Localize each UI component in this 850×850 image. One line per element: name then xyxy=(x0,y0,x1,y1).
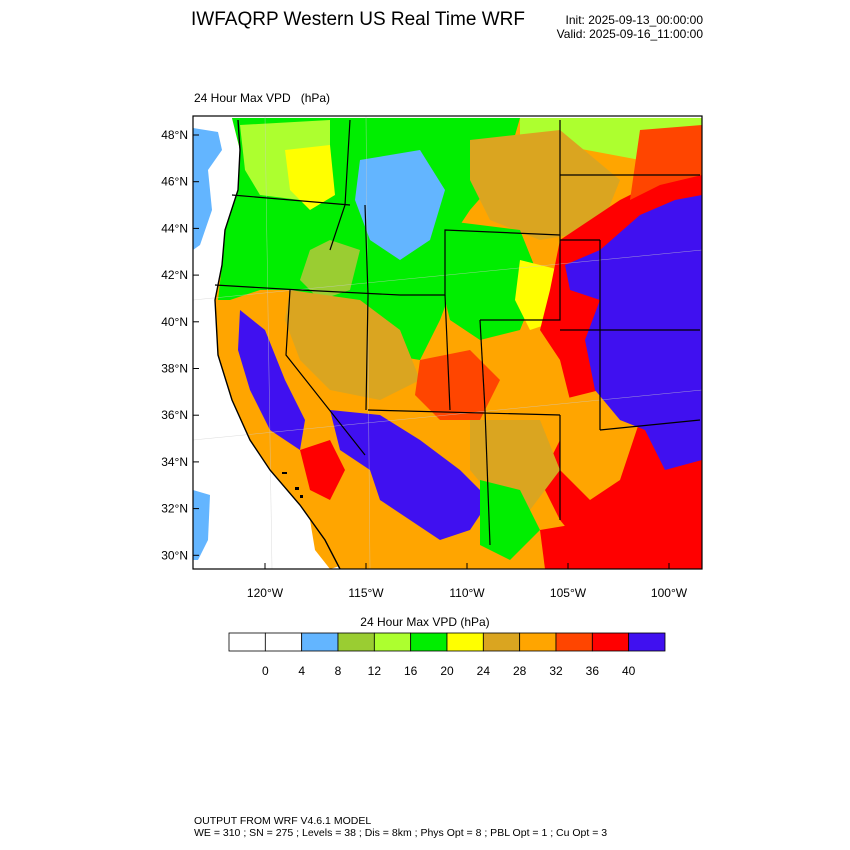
colorbar-swatch xyxy=(482,632,521,652)
field-name: 24 Hour Max VPD xyxy=(194,91,291,105)
purple-region xyxy=(238,310,305,450)
graticule xyxy=(193,116,702,569)
field-units: (hPa) xyxy=(300,91,331,105)
lat-label: 30°N xyxy=(161,548,188,562)
lat-label: 36°N xyxy=(161,408,188,422)
lat-label: 44°N xyxy=(161,221,188,235)
lon-label: 110°W xyxy=(449,586,485,600)
model-footer: OUTPUT FROM WRF V4.6.1 MODEL WE = 310 ; … xyxy=(194,815,607,839)
colorbar-tick-label: 36 xyxy=(586,664,600,678)
green-region xyxy=(440,220,540,340)
colorbar-tick-label: 24 xyxy=(477,664,491,678)
lat-label: 42°N xyxy=(161,268,188,282)
lon-label: 100°W xyxy=(651,586,688,600)
channel-islands xyxy=(282,472,303,498)
gold-region xyxy=(285,290,420,400)
colorbar-swatch xyxy=(264,632,303,652)
state-borders xyxy=(214,119,701,546)
valid-time: Valid: 2025-09-16_11:00:00 xyxy=(556,27,703,41)
colorbar-swatch xyxy=(410,632,448,652)
vpd-field xyxy=(193,116,702,569)
ocean-vpd-patch xyxy=(193,128,222,250)
chart-title: IWFAQRP Western US Real Time WRF xyxy=(191,9,525,30)
green-region xyxy=(480,480,540,560)
lat-tick-labels: 48°N 46°N 44°N 42°N 40°N 38°N 36°N 34°N 32°N 30°N xyxy=(161,128,199,562)
orange-region xyxy=(310,520,360,569)
blue-region xyxy=(355,150,445,260)
colorbar-swatch xyxy=(555,632,593,652)
lon-label: 115°W xyxy=(348,586,384,600)
purple-region xyxy=(330,410,490,540)
coastline xyxy=(214,119,341,569)
lat-label: 38°N xyxy=(161,362,188,376)
colorbar-tick-label: 12 xyxy=(368,664,382,678)
lon-label: 105°W xyxy=(550,586,587,600)
colorbar: 0 4 8 12 16 20 24 28 32 36 40 xyxy=(228,632,666,678)
colorbar-swatch xyxy=(301,632,339,652)
footer-line-1: OUTPUT FROM WRF V4.6.1 MODEL xyxy=(194,815,372,827)
lat-label: 48°N xyxy=(161,128,188,142)
colorbar-tick-label: 28 xyxy=(513,664,527,678)
init-time: Init: 2025-09-13_00:00:00 xyxy=(565,13,703,27)
colorbar-swatch xyxy=(519,632,557,652)
red-region xyxy=(540,520,640,569)
colorbar-tick-label: 16 xyxy=(404,664,418,678)
colorbar-tick-label: 8 xyxy=(335,664,342,678)
colorbar-tick-label: 4 xyxy=(298,664,305,678)
lat-label: 32°N xyxy=(161,502,188,516)
orangered-region xyxy=(415,350,500,420)
purple-region xyxy=(565,195,702,470)
colorbar-tick-label: 32 xyxy=(549,664,563,678)
colorbar-tick-label: 40 xyxy=(622,664,636,678)
red-region xyxy=(300,440,345,500)
gold-region xyxy=(470,130,620,240)
colorbar-swatch xyxy=(591,632,630,652)
lat-label: 46°N xyxy=(161,175,188,189)
colorbar-tick-label: 20 xyxy=(440,664,454,678)
colorbar-swatch xyxy=(446,632,484,652)
lon-label: 120°W xyxy=(247,586,284,600)
colorbar-swatch xyxy=(373,632,412,652)
colorbar-tick-label: 0 xyxy=(262,664,269,678)
lon-tick-labels: 120°W 115°W 110°W 105°W 100°W xyxy=(247,563,688,600)
map-field-label: 24 Hour Max VPD (hPa) xyxy=(194,91,330,105)
colorbar-swatch xyxy=(628,632,666,652)
colorbar-swatch xyxy=(337,632,375,652)
yellow-region xyxy=(285,145,335,210)
lat-label: 40°N xyxy=(161,315,188,329)
colorbar-title: 24 Hour Max VPD (hPa) xyxy=(360,615,490,629)
ocean-vpd-patch xyxy=(193,490,210,560)
footer-line-2: WE = 310 ; SN = 275 ; Levels = 38 ; Dis … xyxy=(194,827,608,839)
colorbar-swatch xyxy=(228,632,266,652)
map-frame xyxy=(192,115,703,570)
orangered-region xyxy=(630,125,702,200)
lat-label: 34°N xyxy=(161,455,188,469)
